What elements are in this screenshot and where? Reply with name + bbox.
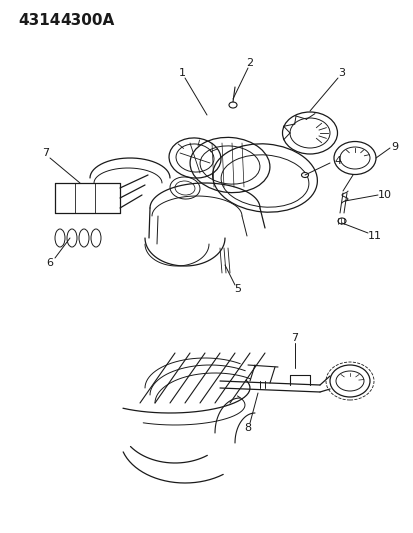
Text: 4: 4: [334, 156, 341, 166]
Text: 4314: 4314: [18, 13, 60, 28]
Ellipse shape: [228, 102, 236, 108]
Text: 8: 8: [244, 423, 251, 433]
Text: 7: 7: [291, 333, 298, 343]
Text: 7: 7: [43, 148, 50, 158]
Text: 6: 6: [46, 258, 53, 268]
Text: 5: 5: [234, 284, 241, 294]
Ellipse shape: [337, 218, 345, 224]
Text: 9: 9: [391, 142, 398, 152]
Text: 3: 3: [338, 68, 345, 78]
Text: 4300A: 4300A: [60, 13, 114, 28]
Text: 11: 11: [367, 231, 381, 241]
Text: 10: 10: [377, 190, 391, 200]
Ellipse shape: [301, 173, 308, 177]
Text: 2: 2: [246, 58, 253, 68]
Text: 1: 1: [178, 68, 185, 78]
